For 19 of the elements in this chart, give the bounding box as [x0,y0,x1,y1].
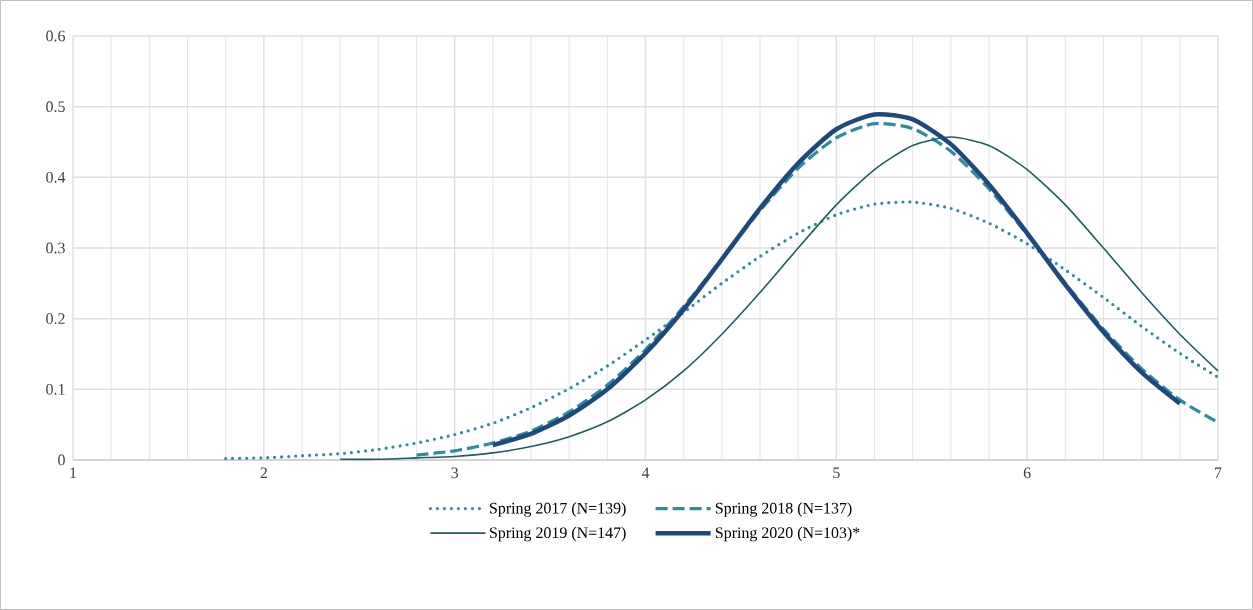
line-series [490,112,1183,448]
x-tick-label: 5 [833,467,840,479]
legend-label: Spring 2020 (N=103)* [715,526,860,542]
legend-label: Spring 2018 (N=137) [715,502,852,517]
y-tick-label: 0.3 [46,242,65,254]
legend-label: Spring 2019 (N=147) [490,526,626,542]
x-tick-label: 7 [1215,467,1222,478]
y-tick-label: 0.4 [46,171,66,183]
y-tick-label: 0.1 [46,383,65,395]
legend-label: Spring 2017 (N=139) [490,502,626,517]
x-tick-label: 2 [260,467,267,479]
y-tick-label: 0.2 [46,313,65,325]
y-tick-label: 0.5 [46,101,65,113]
y-tick-label: 0 [58,454,65,466]
y-tick-label: 0.6 [46,30,66,42]
x-tick-label: 6 [1023,467,1031,479]
x-tick-label: 4 [641,467,650,478]
x-tick-label: 1 [70,467,77,479]
x-tick-label: 3 [451,467,459,479]
